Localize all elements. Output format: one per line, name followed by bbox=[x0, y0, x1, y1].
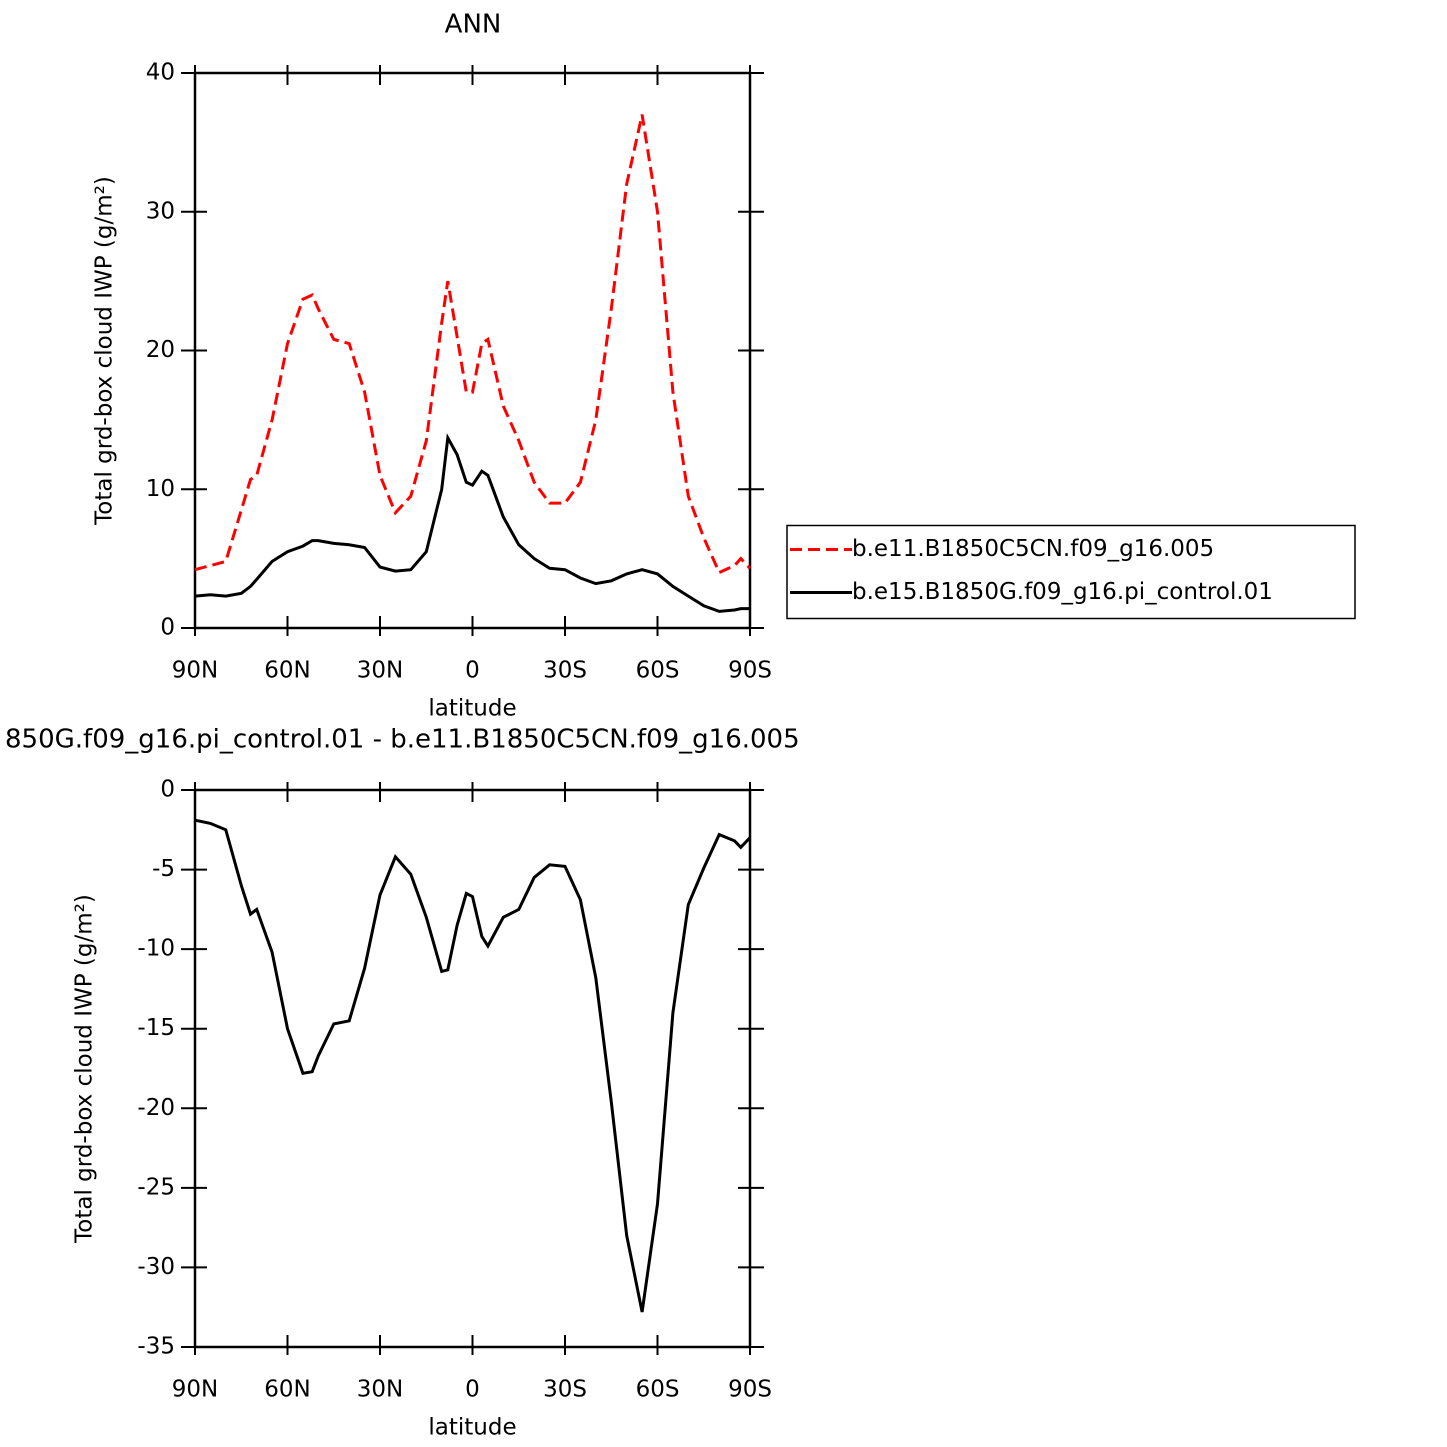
x-tick-label: 60S bbox=[636, 658, 680, 684]
legend-box bbox=[786, 524, 1356, 620]
y-tick-label: -30 bbox=[137, 1254, 175, 1280]
x-tick-label: 30S bbox=[543, 1377, 587, 1403]
x-tick-label: 90S bbox=[728, 658, 772, 684]
x-tick-label: 30N bbox=[357, 1377, 403, 1403]
y-tick-label: 40 bbox=[146, 60, 175, 86]
y-tick-label: -25 bbox=[137, 1174, 175, 1200]
x-tick-label: 60S bbox=[636, 1377, 680, 1403]
y-tick-label: -15 bbox=[137, 1015, 175, 1041]
y-axis-label: Total grd-box cloud IWP (g/m²) bbox=[72, 894, 98, 1244]
y-tick-label: -35 bbox=[137, 1334, 175, 1360]
legend-label: b.e11.B1850C5CN.f09_g16.005 bbox=[852, 536, 1214, 562]
plot-frame bbox=[193, 788, 752, 1349]
x-tick-label: 30S bbox=[543, 658, 587, 684]
x-tick-label: 90N bbox=[172, 658, 218, 684]
data-line bbox=[194, 114, 752, 575]
y-tick-label: 0 bbox=[160, 777, 175, 803]
plot-frame bbox=[193, 71, 752, 630]
legend-label: b.e15.B1850G.f09_g16.pi_control.01 bbox=[852, 579, 1273, 605]
x-tick-label: 60N bbox=[264, 658, 310, 684]
y-tick-label: 30 bbox=[146, 198, 175, 224]
x-axis-label: latitude bbox=[428, 1415, 516, 1441]
x-tick-label: 60N bbox=[264, 1377, 310, 1403]
x-tick-label: 90S bbox=[728, 1377, 772, 1403]
y-tick-label: 0 bbox=[160, 615, 175, 641]
y-axis-label: Total grd-box cloud IWP (g/m²) bbox=[92, 176, 118, 526]
x-tick-label: 30N bbox=[357, 658, 403, 684]
y-tick-label: -20 bbox=[137, 1095, 175, 1121]
y-tick-label: 20 bbox=[146, 337, 175, 363]
y-tick-label: -10 bbox=[137, 936, 175, 962]
x-tick-label: 90N bbox=[172, 1377, 218, 1403]
data-line bbox=[194, 433, 750, 613]
y-tick-label: -5 bbox=[152, 856, 175, 882]
x-tick-label: 0 bbox=[465, 658, 480, 684]
chart-title: ANN bbox=[445, 10, 502, 40]
y-tick-label: 10 bbox=[146, 476, 175, 502]
data-line bbox=[194, 818, 752, 1313]
x-axis-label: latitude bbox=[428, 696, 516, 722]
x-tick-label: 0 bbox=[465, 1377, 480, 1403]
chart-title: 850G.f09_g16.pi_control.01 - b.e11.B1850… bbox=[5, 725, 800, 755]
